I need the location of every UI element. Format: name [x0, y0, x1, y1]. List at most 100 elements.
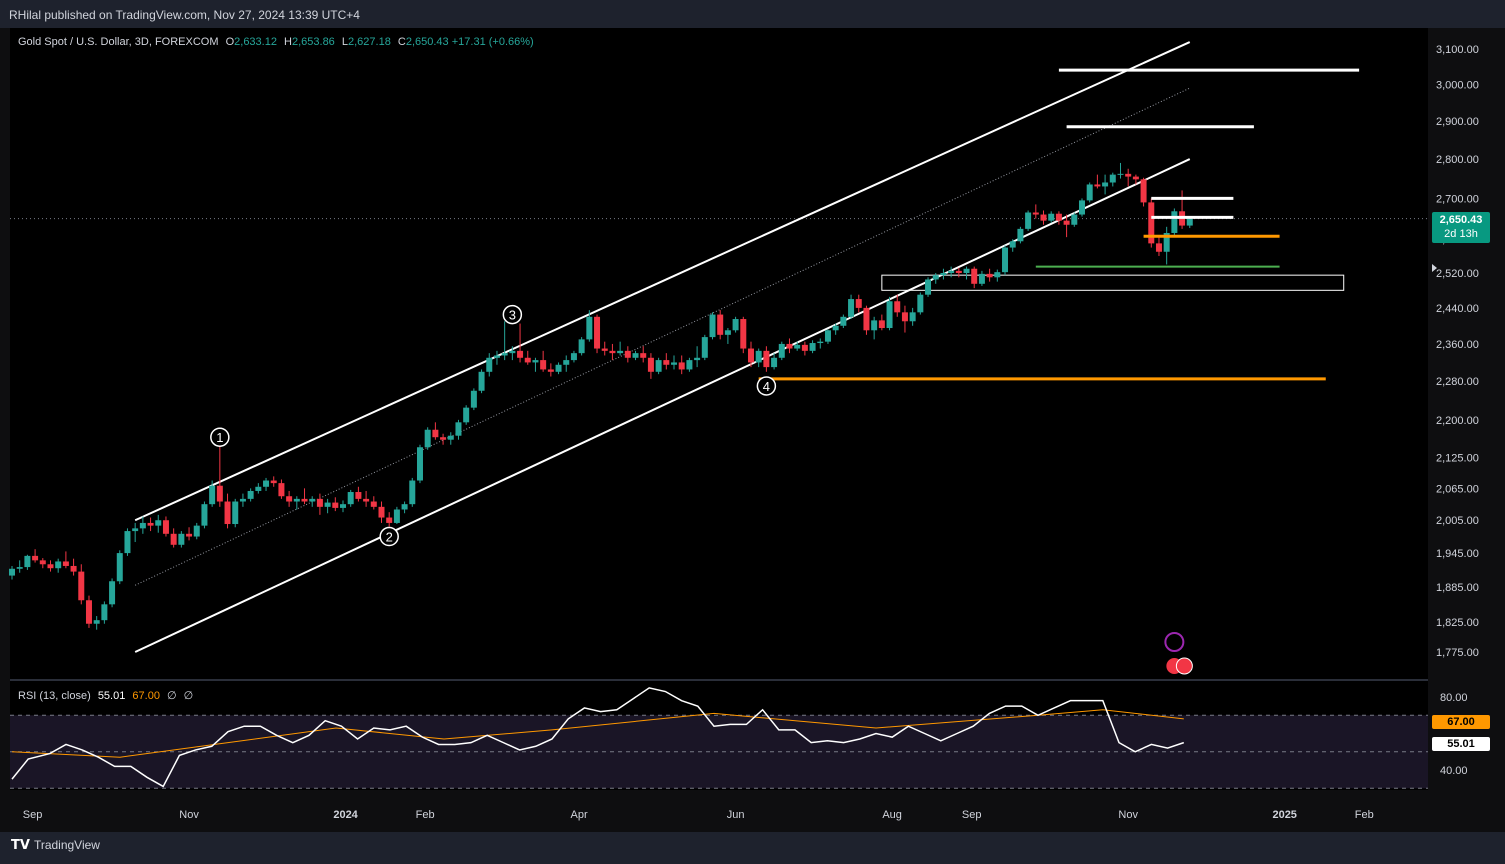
candle-body	[963, 268, 970, 274]
candle-body	[1132, 176, 1139, 180]
axis-marker-icon	[1432, 264, 1437, 272]
price-axis-label: 1,885.00	[1436, 582, 1479, 594]
candle-body	[917, 294, 924, 313]
wave-label-circle	[379, 526, 399, 547]
footer-bar	[0, 832, 1505, 864]
candle-body	[594, 316, 601, 349]
candle-body	[209, 485, 216, 505]
candle-body	[409, 480, 416, 505]
candle-body	[701, 337, 708, 358]
rsi-ma-value: 67.00	[132, 690, 160, 702]
candle-body	[1017, 228, 1024, 242]
candle-body	[517, 350, 524, 358]
candle-body	[286, 496, 293, 502]
candle-body	[778, 343, 785, 358]
candle-body	[524, 357, 531, 363]
candle-body	[771, 357, 778, 368]
time-axis-label: 2025	[1272, 809, 1296, 821]
price-axis-label: 1,775.00	[1436, 647, 1479, 659]
candle-body	[316, 498, 323, 507]
candle-body	[278, 483, 285, 497]
time-axis-label: Nov	[1118, 809, 1138, 821]
candle-body	[555, 364, 562, 372]
price-axis-label: 1,945.00	[1436, 548, 1479, 560]
candle-body	[1109, 174, 1116, 183]
channel-midline	[134, 87, 1190, 586]
candle-body	[440, 437, 447, 440]
price-axis-label: 3,100.00	[1436, 44, 1479, 56]
candle-body	[101, 604, 108, 621]
us-flag-event-icon-2	[1175, 657, 1193, 675]
price-axis-label: 1,825.00	[1436, 617, 1479, 629]
bar-countdown: 2d 13h	[1444, 228, 1478, 240]
candle-body	[478, 371, 485, 391]
candle-body	[532, 360, 539, 363]
candle-body	[1155, 243, 1162, 252]
candle-body	[578, 339, 585, 354]
candle-body	[39, 560, 46, 565]
candle-body	[655, 360, 662, 372]
candle-body	[640, 353, 647, 358]
price-axis-label: 2,125.00	[1436, 452, 1479, 464]
candle-body	[162, 520, 169, 534]
candle-body	[463, 407, 470, 423]
candle-body	[1078, 200, 1085, 215]
candle-body	[1094, 184, 1101, 187]
candle-body	[216, 485, 223, 502]
candle-body	[978, 273, 985, 284]
candle-body	[617, 350, 624, 354]
rsi-value: 55.01	[97, 690, 126, 702]
candle-body	[1086, 184, 1093, 201]
open-label: O	[225, 36, 235, 48]
candle-body	[1163, 232, 1170, 252]
rsi-legend: RSI (13, close) 55.01 67.00 ∅ ∅	[18, 689, 193, 702]
low-label: L	[341, 36, 348, 48]
candle-body	[794, 344, 801, 349]
candle-body	[62, 561, 69, 566]
candle-body	[47, 564, 54, 569]
candle-body	[925, 279, 932, 295]
candle-body	[455, 422, 462, 436]
candle-body	[393, 509, 400, 523]
candle-body	[378, 506, 385, 518]
candle-body	[863, 307, 870, 331]
candle-body	[186, 533, 193, 537]
change-value: +17.31 (+0.66%)	[451, 36, 534, 48]
candle-body	[547, 369, 554, 372]
candle-body	[1171, 211, 1178, 233]
candle-body	[586, 316, 593, 340]
price-axis-label: 2,700.00	[1436, 193, 1479, 205]
candle-body	[1148, 202, 1155, 244]
lightning-event-icon	[1164, 632, 1185, 652]
candle-body	[301, 498, 308, 502]
candle-body	[170, 533, 177, 545]
candle-body	[124, 531, 131, 554]
candle-body	[178, 533, 185, 545]
candle-body	[647, 357, 654, 372]
candle-body	[1063, 220, 1070, 225]
candle-body	[886, 301, 893, 329]
time-axis-label: Aug	[882, 809, 902, 821]
price-axis-label: 2,360.00	[1436, 339, 1479, 351]
symbol-label: Gold Spot / U.S. Dollar, 3D, FOREXCOM	[18, 36, 219, 48]
candle-body	[717, 314, 724, 335]
candle-body	[424, 429, 431, 448]
candle-body	[624, 350, 631, 358]
candle-body	[540, 360, 547, 370]
candle-body	[1102, 182, 1109, 187]
candle-body	[801, 344, 808, 351]
candle-body	[732, 319, 739, 331]
time-axis-label: Feb	[416, 809, 435, 821]
candle-body	[201, 504, 208, 526]
high-value: 2,653.86	[291, 36, 335, 48]
candle-body	[355, 492, 362, 499]
candle-body	[332, 502, 339, 508]
wave-label-text: 1	[216, 430, 223, 445]
candle-body	[509, 350, 516, 354]
price-axis-label: 2,065.00	[1436, 483, 1479, 495]
candle-body	[878, 320, 885, 329]
candle-body	[986, 273, 993, 278]
candle-body	[671, 362, 678, 365]
candle-body	[1186, 218, 1193, 226]
